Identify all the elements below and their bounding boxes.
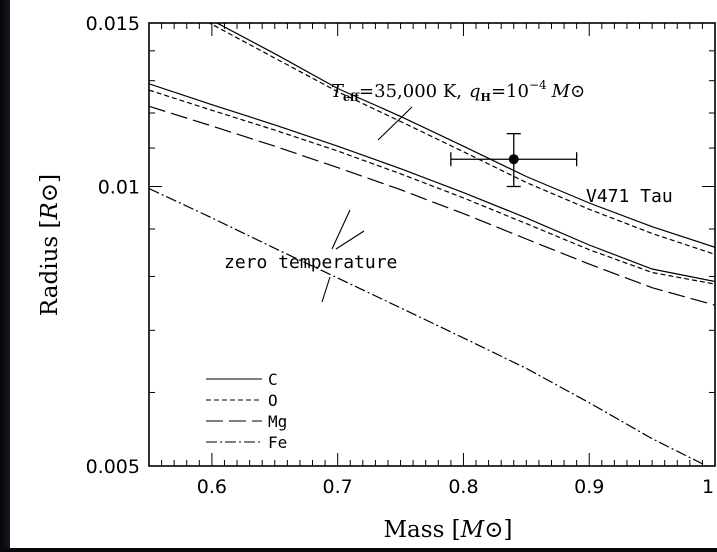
axis-ticks: [148, 22, 716, 467]
x-tick-label: 0.7: [323, 476, 353, 498]
measurement-marker: [450, 133, 578, 188]
series-line-Teff-c: [215, 23, 715, 248]
x-tick-label: 1: [702, 476, 714, 498]
q-subscript: H: [481, 91, 491, 104]
measurement-point: [508, 154, 519, 165]
q-symbol: q: [469, 81, 481, 102]
x-axis-unit: M⊙: [460, 517, 504, 543]
x-tick-label: 0.9: [574, 476, 604, 498]
y-axis-title: Radius [R⊙]: [37, 174, 63, 316]
q-exponent: −4: [529, 78, 547, 92]
legend: C O Mg Fe: [206, 370, 287, 452]
teff-value: =35,000 K,: [359, 81, 462, 102]
zero-pointer-middle: [335, 230, 365, 250]
y-tick-label: 0.005: [86, 456, 140, 478]
zero-pointer-upper: [331, 209, 351, 250]
x-axis-label: Mass: [384, 517, 445, 543]
q-value: =10: [491, 81, 529, 102]
y-tick-label: 0.01: [98, 176, 140, 198]
zero-temperature-label: zero temperature: [224, 252, 397, 273]
legend-label-mg: Mg: [268, 412, 287, 431]
legend-label-o: O: [268, 391, 278, 410]
background-edge: [0, 0, 10, 548]
teff-pointer: [377, 106, 413, 141]
series-lines: [149, 23, 715, 466]
y-axis-label: Radius: [37, 236, 63, 316]
series-line-zero-c: [149, 83, 715, 283]
q-unit: M⊙: [551, 81, 586, 102]
y-tick-label: 0.015: [86, 13, 140, 35]
legend-label-fe: Fe: [268, 433, 287, 452]
series-line-Teff-o: [207, 23, 715, 255]
teff-subscript: eff: [343, 91, 360, 104]
x-tick-label: 0.6: [197, 476, 227, 498]
x-tick-label: 0.8: [448, 476, 478, 498]
plot-frame: [148, 22, 716, 467]
annotation-pointers: [321, 106, 413, 303]
teff-symbol: T: [331, 81, 345, 102]
x-axis-title: Mass [M⊙]: [384, 517, 513, 543]
measurement-label: V471 Tau: [586, 186, 673, 207]
series-line-zero-o: [149, 89, 715, 285]
series-line-zero-mg: [149, 105, 715, 306]
legend-label-c: C: [268, 370, 278, 389]
series-line-zero-fe: [149, 187, 709, 466]
y-axis-unit: R⊙: [37, 183, 63, 221]
zero-pointer-lower: [321, 276, 331, 303]
teff-annotation: Teff=35,000 K, qH=10−4 M⊙: [331, 78, 585, 104]
